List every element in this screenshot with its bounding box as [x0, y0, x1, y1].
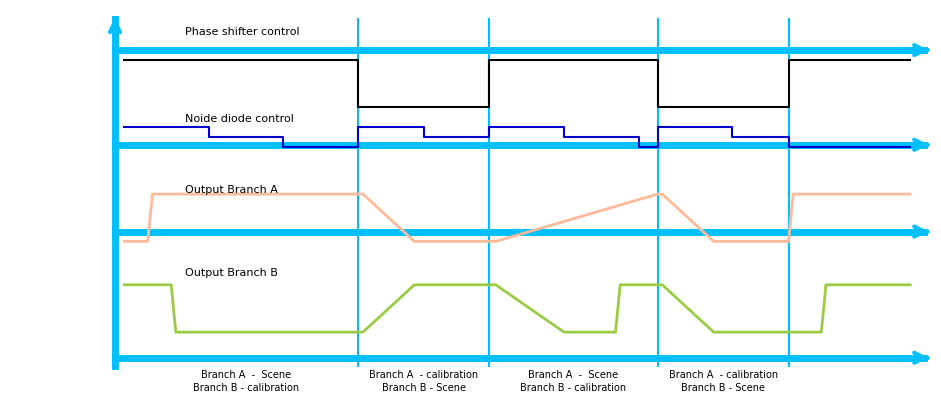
- Text: Branch A  -  Scene
Branch B - calibration: Branch A - Scene Branch B - calibration: [520, 370, 627, 393]
- Text: Branch A  -  Scene
Branch B - calibration: Branch A - Scene Branch B - calibration: [193, 370, 299, 393]
- Text: Branch A  - calibration
Branch B - Scene: Branch A - calibration Branch B - Scene: [369, 370, 478, 393]
- Text: Branch A  - calibration
Branch B - Scene: Branch A - calibration Branch B - Scene: [668, 370, 777, 393]
- Text: Output Branch B: Output Branch B: [185, 268, 278, 278]
- Text: Phase shifter control: Phase shifter control: [185, 27, 300, 37]
- Text: Output Branch A: Output Branch A: [185, 185, 278, 195]
- Text: Noide diode control: Noide diode control: [185, 114, 295, 124]
